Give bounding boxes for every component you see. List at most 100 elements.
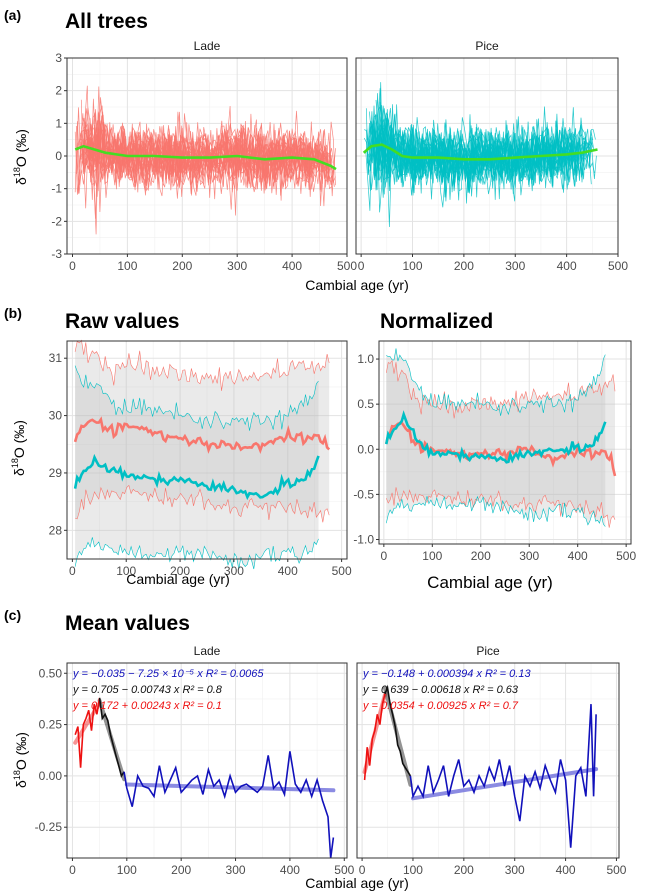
y-tick-label: -1.0 bbox=[353, 532, 374, 546]
regression-equation: y = −0.035 − 7.25 × 10⁻⁵ x R² = 0.0065 bbox=[72, 668, 264, 680]
x-tick-label: 0 bbox=[358, 259, 365, 273]
x-tick-label: 500 bbox=[616, 549, 636, 563]
facet-strip-label: Lade bbox=[194, 644, 221, 658]
x-tick-label: 200 bbox=[454, 863, 474, 877]
x-tick-label: 500 bbox=[337, 259, 357, 273]
regression-equation: y = 0.0354 + 0.00925 x R² = 0.7 bbox=[362, 700, 519, 712]
x-tick-label: 200 bbox=[172, 259, 192, 273]
x-tick-label: 300 bbox=[224, 564, 244, 578]
xlabel-c: Cambial age (yr) bbox=[305, 875, 408, 891]
plot-border bbox=[355, 57, 619, 255]
transition-series-line bbox=[98, 697, 125, 778]
y-tick-label: -3 bbox=[51, 247, 62, 261]
y-tick-label: 3 bbox=[55, 51, 62, 65]
y-tick-label: 0.0 bbox=[357, 442, 374, 456]
x-tick-label: 0 bbox=[69, 564, 76, 578]
panel-a-pice: 0 100 200 300 400 500 Pice bbox=[355, 39, 628, 273]
x-tick-label: 100 bbox=[116, 564, 136, 578]
xlabel-b-raw: Cambial age (yr) bbox=[126, 571, 229, 587]
mean-series-line bbox=[73, 453, 320, 501]
x-tick-label: 100 bbox=[402, 259, 422, 273]
facet-strip-label: Pice bbox=[476, 644, 500, 658]
panel-b-raw: 0 100 200 300 400 500 28 29 30 31 bbox=[49, 339, 352, 578]
x-tick-label: 100 bbox=[117, 259, 137, 273]
y-tick-label: 31 bbox=[49, 351, 63, 365]
tree-series-line bbox=[83, 107, 335, 201]
x-tick-label: 0 bbox=[69, 259, 76, 273]
band-lower-line bbox=[386, 495, 606, 527]
band-upper-line bbox=[74, 365, 319, 431]
regression-equation: y = 0.639 − 0.00618 x R² = 0.63 bbox=[362, 684, 519, 696]
plot-border bbox=[356, 662, 620, 859]
x-tick-label: 0 bbox=[359, 863, 366, 877]
x-tick-label: 300 bbox=[505, 259, 525, 273]
regression-equation: y = −0.148 + 0.000394 x R² = 0.13 bbox=[362, 668, 531, 680]
y-tick-label: -2 bbox=[51, 214, 62, 228]
x-tick-label: 300 bbox=[519, 549, 539, 563]
transition-series-line bbox=[384, 684, 412, 777]
x-tick-label: 300 bbox=[226, 863, 246, 877]
band-upper-line bbox=[386, 348, 606, 416]
ylabel-b: δ18O (‰) bbox=[10, 420, 27, 476]
panel-letter-c: (c) bbox=[4, 607, 21, 623]
plot-border bbox=[378, 340, 632, 545]
band-lower-line bbox=[74, 484, 330, 523]
y-tick-label: 0.50 bbox=[39, 666, 63, 680]
panel-c-lade: 0 100 200 300 400 500 -0.25 0.00 0.25 0.50 Lade y =… bbox=[35, 644, 355, 877]
x-tick-label: 400 bbox=[280, 863, 300, 877]
x-tick-label: 200 bbox=[454, 259, 474, 273]
x-tick-label: 100 bbox=[422, 549, 442, 563]
x-tick-label: 300 bbox=[505, 863, 525, 877]
mean-series-line bbox=[362, 143, 598, 161]
plot-border bbox=[66, 340, 348, 560]
title-b-norm: Normalized bbox=[380, 310, 493, 333]
panel-c-pice: 0 100 200 300 400 500 Pice y = −0.148 + 0.00039… bbox=[356, 644, 627, 877]
mean-series-line bbox=[74, 144, 337, 171]
juvenile-series-line bbox=[74, 697, 101, 768]
plot-background bbox=[67, 663, 347, 858]
xlabel-a: Cambial age (yr) bbox=[305, 277, 408, 293]
y-tick-label: -1 bbox=[51, 182, 62, 196]
y-tick-label: -0.5 bbox=[353, 487, 374, 501]
tree-series-line bbox=[367, 82, 577, 192]
x-tick-label: 400 bbox=[282, 259, 302, 273]
mean-series-line bbox=[73, 416, 331, 455]
regression-equation: y = 0.172 + 0.00243 x R² = 0.1 bbox=[72, 700, 222, 712]
x-tick-label: 300 bbox=[227, 259, 247, 273]
juvenile-series-line bbox=[363, 693, 386, 781]
y-tick-label: 0.5 bbox=[357, 397, 374, 411]
ylabel-c: δ18O (‰) bbox=[12, 732, 29, 788]
mature-series-line bbox=[409, 704, 597, 848]
x-tick-label: 0 bbox=[381, 549, 388, 563]
x-tick-label: 500 bbox=[334, 863, 354, 877]
mature-series-line bbox=[123, 751, 335, 859]
panel-b-norm: 0 100 200 300 400 500 -1.0 -0.5 0.0 0.5 1.0 bbox=[353, 340, 636, 563]
mean-series-line bbox=[385, 410, 607, 464]
ylabel-a: δ18O (‰) bbox=[12, 129, 29, 185]
panel-letter-b: (b) bbox=[4, 305, 22, 321]
y-tick-label: 0.00 bbox=[39, 769, 63, 783]
tree-series-line bbox=[88, 112, 329, 197]
y-tick-label: 0.25 bbox=[39, 718, 63, 732]
title-b-raw: Raw values bbox=[65, 310, 179, 333]
panel-letter-a: (a) bbox=[4, 7, 21, 23]
band-upper-line bbox=[74, 339, 330, 391]
plot-border bbox=[66, 662, 348, 859]
y-tick-label: 1 bbox=[55, 116, 62, 130]
panel-a-lade: 0 100 200 300 400 500 -3 -2 -1 0 1 2 3 Lade bbox=[51, 39, 357, 273]
x-tick-label: 200 bbox=[171, 863, 191, 877]
x-tick-label: 400 bbox=[557, 259, 577, 273]
range-band bbox=[75, 365, 319, 570]
x-tick-label: 500 bbox=[608, 259, 628, 273]
facet-strip-label: Lade bbox=[194, 39, 221, 53]
band-lower-line bbox=[386, 487, 616, 528]
mean-series-line bbox=[385, 421, 617, 477]
xlabel-b-norm: Cambial age (yr) bbox=[427, 573, 553, 592]
x-tick-label: 200 bbox=[170, 564, 190, 578]
regression-equation: y = 0.705 − 0.00743 x R² = 0.8 bbox=[72, 684, 223, 696]
y-tick-label: 29 bbox=[49, 466, 63, 480]
y-tick-label: 28 bbox=[49, 523, 63, 537]
x-tick-label: 100 bbox=[117, 863, 137, 877]
x-tick-label: 500 bbox=[332, 564, 352, 578]
